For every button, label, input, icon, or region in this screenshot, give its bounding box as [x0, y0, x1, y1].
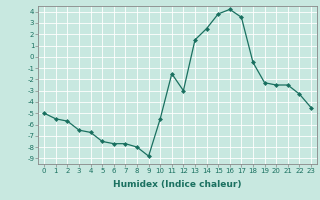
X-axis label: Humidex (Indice chaleur): Humidex (Indice chaleur) [113, 180, 242, 189]
